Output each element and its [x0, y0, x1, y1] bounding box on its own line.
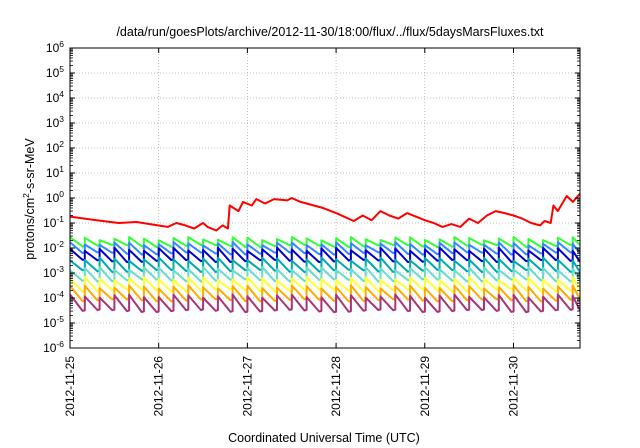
- y-tick-exponent: 1: [59, 164, 64, 174]
- y-tick-label: 103: [46, 114, 64, 130]
- x-tick-label: 2012-11-30: [506, 356, 520, 417]
- y-tick-label: 101: [46, 164, 64, 180]
- x-tick-label: 2012-11-29: [418, 356, 432, 417]
- y-tick-label: 10-6: [43, 339, 64, 355]
- axes: 10-610-510-410-310-210-11001011021031041…: [43, 39, 581, 417]
- y-tick-base: 10: [43, 241, 57, 255]
- x-axis-label: Coordinated Universal Time (UTC): [228, 431, 420, 445]
- y-axis-label-pre: protons/cm: [23, 198, 37, 260]
- y-tick-label: 10-4: [43, 289, 64, 305]
- y-tick-base: 10: [46, 141, 60, 155]
- x-tick-label: 2012-11-28: [329, 356, 343, 417]
- y-tick-base: 10: [43, 341, 57, 355]
- y-tick-label: 100: [46, 189, 64, 205]
- y-tick-label: 105: [46, 64, 64, 80]
- chart-title: /data/run/goesPlots/archive/2012-11-30/1…: [116, 25, 544, 39]
- y-tick-label: 104: [46, 89, 64, 105]
- x-tick-label: 2012-11-25: [63, 356, 77, 417]
- y-tick-exponent: -4: [56, 289, 64, 299]
- y-tick-base: 10: [46, 41, 60, 55]
- y-tick-exponent: 2: [59, 139, 64, 149]
- y-tick-base: 10: [43, 316, 57, 330]
- y-tick-base: 10: [43, 291, 57, 305]
- y-axis-label-sup: 2: [21, 193, 31, 198]
- series-layer: [70, 192, 580, 314]
- y-tick-exponent: -6: [56, 339, 64, 349]
- y-tick-label: 102: [46, 139, 64, 155]
- x-tick-label: 2012-11-27: [240, 356, 254, 417]
- y-axis-label-post: -s-sr-MeV: [23, 138, 37, 194]
- y-tick-exponent: 6: [59, 39, 64, 49]
- y-tick-exponent: -2: [56, 239, 64, 249]
- y-tick-base: 10: [46, 191, 60, 205]
- y-axis-label: protons/cm2-s-sr-MeV: [21, 138, 37, 260]
- y-tick-exponent: 4: [59, 89, 64, 99]
- x-tick-label: 2012-11-26: [152, 356, 166, 417]
- y-tick-exponent: -1: [56, 214, 64, 224]
- y-tick-exponent: -3: [56, 264, 64, 274]
- y-tick-base: 10: [46, 91, 60, 105]
- y-tick-exponent: 0: [59, 189, 64, 199]
- y-tick-label: 106: [46, 39, 64, 55]
- y-tick-base: 10: [46, 66, 60, 80]
- y-tick-label: 10-2: [43, 239, 64, 255]
- y-tick-exponent: -5: [56, 314, 64, 324]
- y-tick-exponent: 5: [59, 64, 64, 74]
- y-tick-label: 10-3: [43, 264, 64, 280]
- y-tick-base: 10: [46, 116, 60, 130]
- y-tick-label: 10-5: [43, 314, 64, 330]
- y-tick-base: 10: [46, 166, 60, 180]
- y-tick-exponent: 3: [59, 114, 64, 124]
- series-line: [70, 293, 580, 314]
- plot-border: [69, 47, 581, 349]
- series-line: [70, 192, 580, 232]
- y-tick-base: 10: [43, 216, 57, 230]
- y-tick-base: 10: [43, 266, 57, 280]
- y-tick-label: 10-1: [43, 214, 64, 230]
